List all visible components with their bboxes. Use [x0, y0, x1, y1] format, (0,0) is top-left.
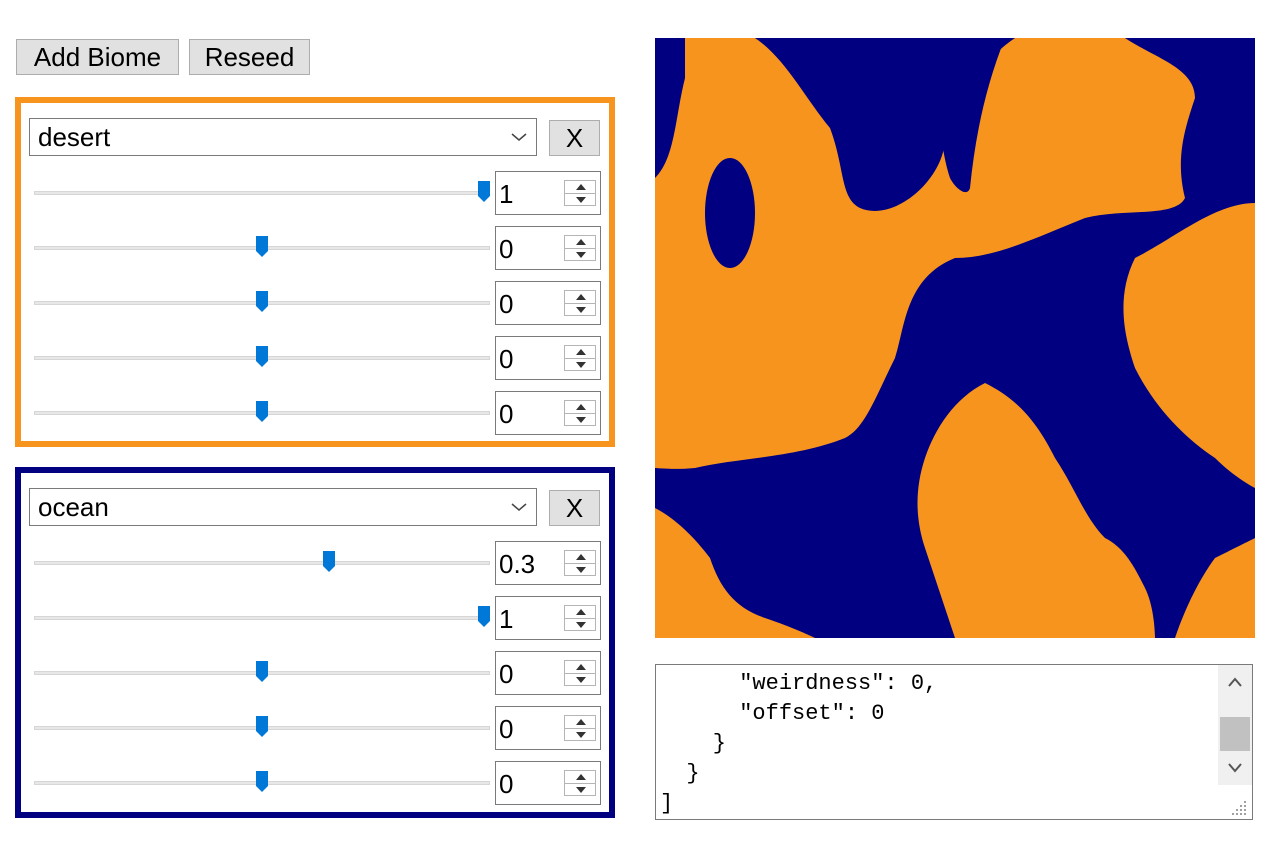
param-spinbox[interactable]: 0	[495, 391, 601, 435]
param-row: 0	[21, 706, 609, 750]
resize-grip-icon[interactable]	[1232, 799, 1248, 815]
param-slider-thumb[interactable]	[256, 771, 268, 792]
param-slider-thumb[interactable]	[256, 716, 268, 737]
chevron-down-icon	[511, 133, 527, 141]
spin-buttons[interactable]	[564, 290, 596, 316]
spin-down-icon[interactable]	[575, 361, 587, 369]
spin-up-icon[interactable]	[575, 293, 587, 301]
remove-biome-button[interactable]: X	[549, 490, 600, 526]
param-spinbox[interactable]: 0	[495, 336, 601, 380]
json-output-textarea[interactable]: "weirdness": 0, "offset": 0 } } ]	[655, 664, 1253, 820]
spin-up-icon[interactable]	[575, 553, 587, 561]
spin-up-icon[interactable]	[575, 183, 587, 191]
param-row: 1	[21, 596, 609, 640]
param-row: 0	[21, 281, 609, 325]
scrollbar-thumb[interactable]	[1220, 717, 1250, 751]
spin-up-icon[interactable]	[575, 718, 587, 726]
spin-up-icon[interactable]	[575, 238, 587, 246]
chevron-down-icon	[511, 503, 527, 511]
remove-biome-button[interactable]: X	[549, 120, 600, 156]
spin-buttons[interactable]	[564, 400, 596, 426]
vertical-scrollbar[interactable]	[1218, 665, 1252, 785]
param-spinbox[interactable]: 0.3	[495, 541, 601, 585]
spin-up-icon[interactable]	[575, 663, 587, 671]
spin-buttons[interactable]	[564, 605, 596, 631]
biome-map-canvas	[655, 38, 1255, 638]
param-slider-thumb[interactable]	[256, 661, 268, 682]
spin-up-icon[interactable]	[575, 773, 587, 781]
scroll-down-icon[interactable]	[1218, 751, 1252, 785]
reseed-button[interactable]: Reseed	[189, 39, 310, 75]
spin-buttons[interactable]	[564, 180, 596, 206]
spin-down-icon[interactable]	[575, 196, 587, 204]
param-slider-thumb[interactable]	[322, 551, 335, 572]
biome-select[interactable]: desert	[29, 118, 537, 156]
param-value: 0	[499, 344, 514, 374]
param-spinbox[interactable]: 0	[495, 226, 601, 270]
spin-down-icon[interactable]	[575, 306, 587, 314]
biome-select-value: desert	[38, 121, 111, 152]
param-row: 0	[21, 651, 609, 695]
spin-down-icon[interactable]	[575, 621, 587, 629]
json-output-text: "weirdness": 0, "offset": 0 } } ]	[660, 671, 938, 816]
spin-up-icon[interactable]	[575, 348, 587, 356]
param-row: 0	[21, 336, 609, 380]
param-value: 1	[499, 179, 514, 209]
add-biome-button[interactable]: Add Biome	[16, 39, 179, 75]
spin-buttons[interactable]	[564, 770, 596, 796]
param-row: 0	[21, 226, 609, 270]
param-value: 0	[499, 399, 514, 429]
param-slider-thumb[interactable]	[256, 401, 268, 422]
param-spinbox[interactable]: 1	[495, 596, 601, 640]
spin-down-icon[interactable]	[575, 416, 587, 424]
param-value: 1	[499, 604, 514, 634]
spin-down-icon[interactable]	[575, 676, 587, 684]
param-value: 0.3	[499, 549, 536, 579]
spin-buttons[interactable]	[564, 715, 596, 741]
spin-up-icon[interactable]	[575, 403, 587, 411]
param-row: 1	[21, 171, 609, 215]
param-slider-track[interactable]	[34, 561, 490, 565]
param-value: 0	[499, 659, 514, 689]
param-slider-thumb[interactable]	[256, 346, 268, 367]
param-slider-thumb[interactable]	[256, 236, 268, 257]
param-spinbox[interactable]: 0	[495, 761, 601, 805]
spin-down-icon[interactable]	[575, 251, 587, 259]
param-slider-thumb[interactable]	[256, 291, 268, 312]
spin-buttons[interactable]	[564, 660, 596, 686]
biome-map-preview	[655, 38, 1255, 638]
spin-buttons[interactable]	[564, 345, 596, 371]
biome-panel-ocean: ocean X 0.3 1 0 0 0	[15, 467, 615, 818]
param-slider-track[interactable]	[34, 191, 490, 195]
biome-select-value: ocean	[38, 491, 109, 522]
spin-down-icon[interactable]	[575, 566, 587, 574]
spin-buttons[interactable]	[564, 235, 596, 261]
biome-panel-desert: desert X 1 0 0 0 0	[15, 97, 615, 447]
param-slider-thumb[interactable]	[478, 606, 490, 627]
param-value: 0	[499, 234, 514, 264]
param-spinbox[interactable]: 0	[495, 706, 601, 750]
spin-down-icon[interactable]	[575, 731, 587, 739]
spin-up-icon[interactable]	[575, 608, 587, 616]
param-slider-thumb[interactable]	[478, 181, 490, 202]
spin-down-icon[interactable]	[575, 786, 587, 794]
param-spinbox[interactable]: 0	[495, 651, 601, 695]
param-slider-track[interactable]	[34, 616, 490, 620]
param-spinbox[interactable]: 1	[495, 171, 601, 215]
scroll-up-icon[interactable]	[1218, 665, 1252, 699]
param-value: 0	[499, 714, 514, 744]
param-row: 0	[21, 761, 609, 805]
param-row: 0.3	[21, 541, 609, 585]
param-value: 0	[499, 289, 514, 319]
param-value: 0	[499, 769, 514, 799]
biome-select[interactable]: ocean	[29, 488, 537, 526]
param-row: 0	[21, 391, 609, 435]
spin-buttons[interactable]	[564, 550, 596, 576]
param-spinbox[interactable]: 0	[495, 281, 601, 325]
